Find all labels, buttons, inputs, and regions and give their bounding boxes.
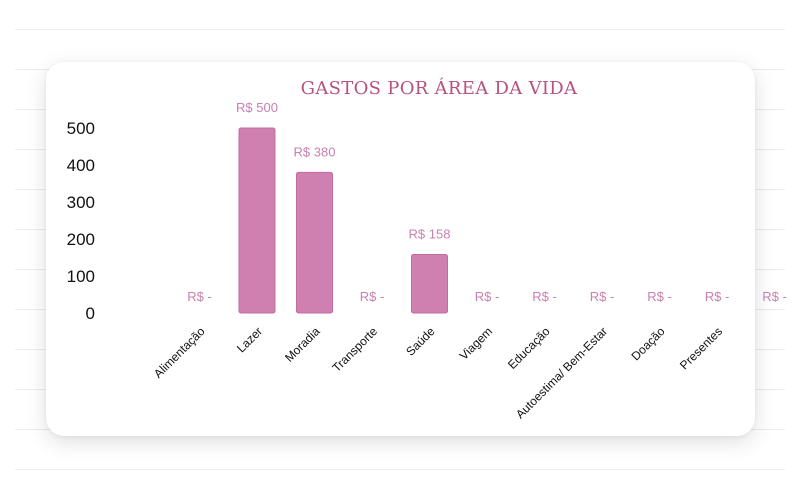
data-label: R$ 158 bbox=[409, 227, 451, 242]
y-tick-label: 500 bbox=[67, 119, 95, 138]
data-label: R$ - bbox=[590, 289, 615, 304]
x-tick-label: Viagem bbox=[457, 324, 496, 363]
data-label: R$ - bbox=[360, 289, 385, 304]
bar-series bbox=[238, 127, 448, 314]
x-tick-label: Transporte bbox=[329, 324, 380, 375]
y-tick-label: 200 bbox=[67, 230, 95, 249]
y-tick-label: 400 bbox=[67, 156, 95, 175]
data-labels: R$ - R$ 500 R$ 380 R$ - R$ 158 R$ - R$ - R$ - R$… bbox=[187, 100, 787, 304]
data-label: R$ - bbox=[187, 289, 212, 304]
data-label: R$ - bbox=[762, 289, 787, 304]
data-label: R$ 500 bbox=[236, 100, 278, 115]
data-label: R$ - bbox=[475, 289, 500, 304]
data-label: R$ - bbox=[705, 289, 730, 304]
x-tick-label: Saúde bbox=[403, 324, 438, 359]
chart-card[interactable] bbox=[46, 62, 755, 436]
data-label: R$ - bbox=[532, 289, 557, 304]
bar bbox=[411, 254, 448, 314]
data-label: R$ 380 bbox=[294, 144, 336, 159]
chart-title: GASTOS POR ÁREA DA VIDA bbox=[301, 76, 578, 99]
x-tick-label: Doação bbox=[628, 324, 667, 363]
x-tick-label: Educação bbox=[505, 324, 553, 372]
y-tick-label: 100 bbox=[67, 267, 95, 286]
x-tick-label: Moradia bbox=[282, 324, 323, 365]
y-tick-label: 0 bbox=[86, 304, 95, 323]
y-axis-ticks: 0 100 200 300 400 500 bbox=[67, 119, 95, 323]
bar bbox=[238, 127, 276, 314]
x-axis-ticks: Alimentação Lazer Moradia Transporte Saúde Vi… bbox=[151, 324, 725, 421]
x-tick-label: Presentes bbox=[677, 324, 725, 372]
y-tick-label: 300 bbox=[67, 193, 95, 212]
x-tick-label: Alimentação bbox=[151, 324, 208, 381]
bar bbox=[296, 171, 333, 314]
data-label: R$ - bbox=[647, 289, 672, 304]
x-tick-label: Lazer bbox=[234, 324, 265, 355]
